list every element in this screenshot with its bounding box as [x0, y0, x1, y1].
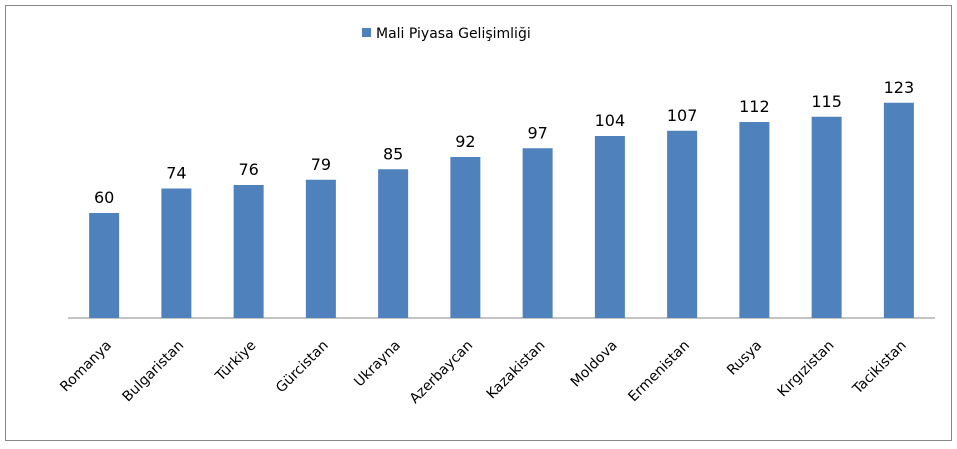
bar	[667, 130, 698, 318]
bar	[594, 136, 625, 318]
bar	[450, 157, 481, 318]
data-label: 76	[238, 160, 258, 179]
data-label: 112	[739, 97, 770, 116]
data-label: 60	[94, 188, 114, 207]
data-label: 97	[527, 123, 547, 142]
legend-label: Mali Piyasa Gelişimliği	[376, 26, 531, 42]
data-label: 123	[884, 78, 915, 97]
bar	[161, 188, 192, 318]
data-label: 74	[166, 164, 186, 183]
bar	[811, 116, 842, 318]
bar	[378, 169, 409, 318]
data-label: 104	[595, 111, 626, 130]
bar	[522, 148, 553, 318]
data-label: 115	[811, 92, 842, 111]
data-label: 92	[455, 132, 475, 151]
bar	[89, 213, 120, 318]
bar	[233, 185, 264, 318]
data-label: 79	[311, 155, 331, 174]
bar	[739, 122, 770, 318]
data-label: 107	[667, 106, 698, 125]
bar	[305, 179, 336, 318]
data-label: 85	[383, 144, 403, 163]
legend-swatch	[362, 28, 371, 37]
bar	[883, 102, 914, 318]
